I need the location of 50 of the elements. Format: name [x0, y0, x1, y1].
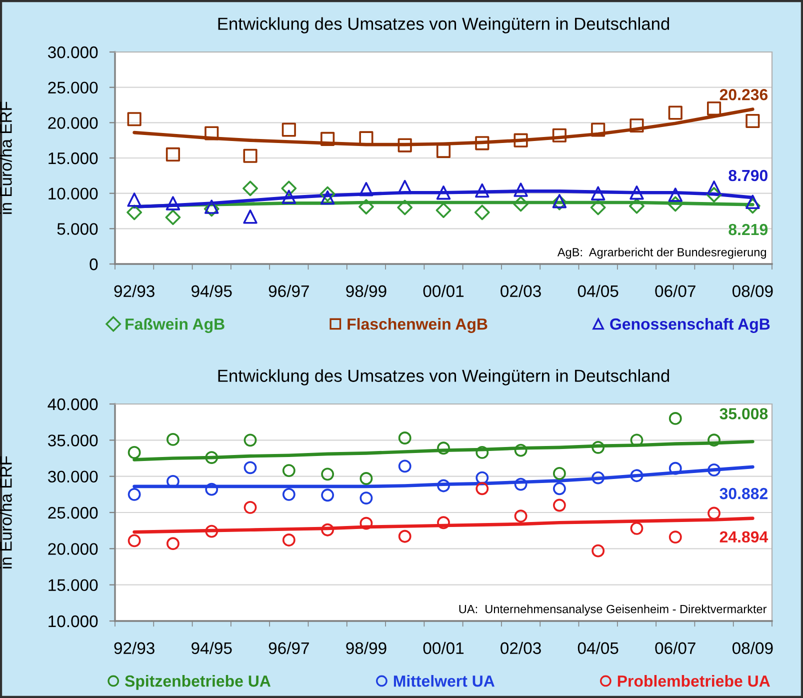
chart-title: Entwicklung des Umsatzes von Weingütern in Deutschland: [218, 369, 670, 386]
legend-label: Mittelwert UA: [394, 675, 495, 687]
x-tick-label: 02/03: [500, 284, 541, 298]
annotation: UA: Unternehmensanalyse Geisenheim - Direktvermarkter: [459, 604, 767, 616]
x-tick-label: 04/05: [578, 284, 618, 298]
data-label: 20.236: [720, 88, 768, 100]
y-tick-label: 20.000: [48, 543, 98, 555]
y-tick-label: 25.000: [48, 82, 98, 94]
y-axis-title: in Euro/ha ERF: [0, 102, 12, 214]
x-tick-label: 06/07: [655, 284, 696, 298]
x-tick-label: 98/99: [346, 642, 386, 654]
data-label: 8.219: [728, 224, 768, 236]
x-tick-label: 00/01: [423, 284, 464, 298]
x-tick-label: 94/95: [192, 642, 232, 654]
y-tick-label: 15.000: [48, 152, 98, 164]
y-tick-label: 30.000: [48, 470, 98, 483]
x-tick-label: 04/05: [578, 642, 618, 654]
x-tick-label: 00/01: [423, 642, 464, 654]
x-tick-label: 96/97: [268, 284, 309, 298]
y-tick-label: 20.000: [48, 117, 98, 129]
legend-label: Problembetriebe UA: [618, 675, 770, 687]
annotation: AgB: Agrarbericht der Bundesregierung: [557, 248, 766, 259]
data-label: 24.894: [720, 531, 768, 543]
x-tick-label: 08/09: [732, 642, 773, 654]
data-label: 8.790: [728, 170, 768, 182]
y-tick-label: 40.000: [48, 398, 98, 410]
x-tick-label: 06/07: [655, 642, 696, 654]
y-tick-label: 10.000: [48, 615, 98, 628]
y-tick-label: 5.000: [57, 223, 98, 235]
y-tick-label: 15.000: [48, 579, 98, 592]
chart-title: Entwicklung des Umsatzes von Weingütern in Deutschland: [218, 17, 670, 34]
legend-label: Spitzenbetriebe UA: [124, 675, 271, 690]
x-tick-label: 08/09: [732, 284, 773, 298]
x-tick-label: 96/97: [268, 642, 309, 654]
y-tick-label: 30.000: [48, 46, 98, 58]
legend-label: Faßwein AgB: [126, 318, 224, 333]
x-tick-label: 94/95: [192, 284, 232, 298]
x-tick-label: 98/99: [346, 284, 386, 298]
y-axis-title: in Euro/ha ERF: [0, 456, 12, 568]
legend-label: Flaschenwein AgB: [348, 318, 488, 333]
x-tick-label: 92/93: [114, 284, 154, 298]
legend-label: Genossenschaft AgB: [610, 318, 770, 333]
x-tick-label: 92/93: [114, 642, 154, 654]
data-label: 35.008: [720, 408, 768, 420]
data-label: 30.882: [720, 488, 768, 500]
y-tick-label: 25.000: [48, 506, 98, 519]
y-tick-label: 10.000: [48, 188, 98, 200]
x-tick-label: 02/03: [500, 642, 541, 654]
y-tick-label: 0: [90, 258, 98, 270]
y-tick-label: 35.000: [48, 434, 98, 446]
